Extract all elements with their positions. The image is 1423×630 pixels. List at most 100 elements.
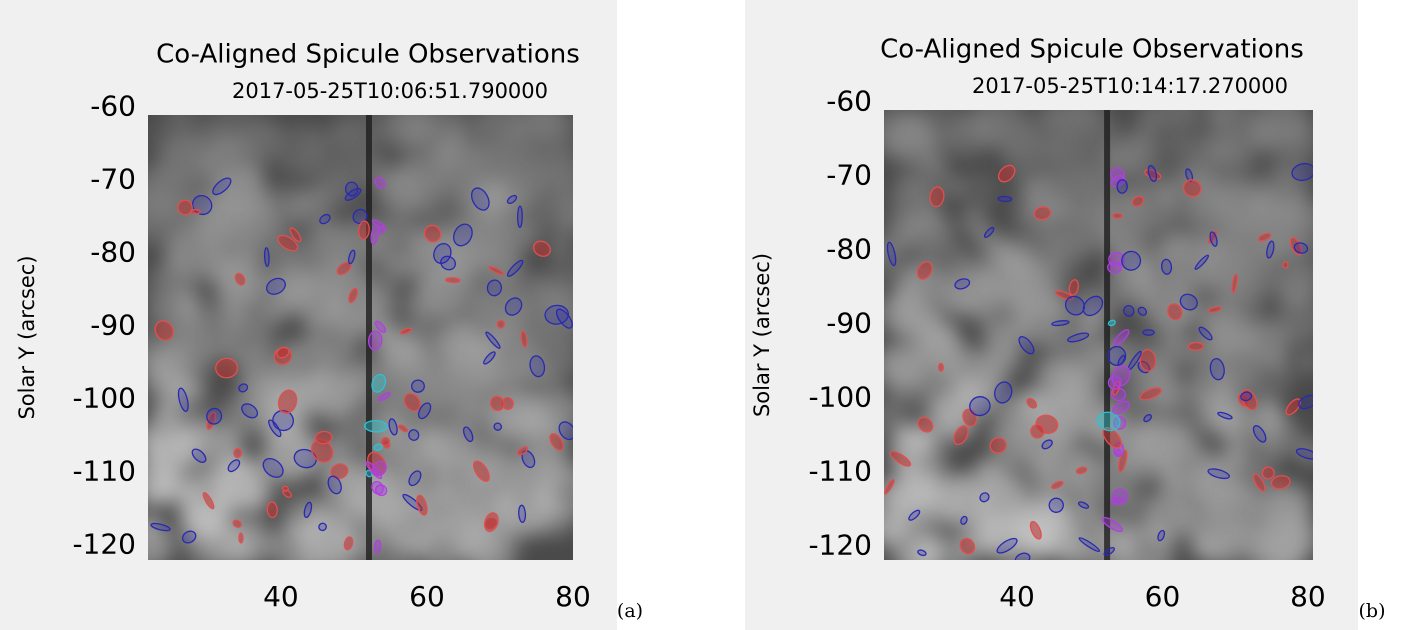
image-texture-blob: [544, 391, 573, 430]
image-texture-blob: [186, 379, 207, 400]
contour: [1252, 425, 1267, 443]
contour: [1209, 231, 1218, 247]
contour: [1118, 449, 1128, 473]
image-texture-blob: [155, 129, 213, 187]
image-seam: [1104, 110, 1111, 560]
contour: [493, 422, 503, 431]
image-texture-blob: [415, 499, 470, 554]
contour: [233, 447, 243, 459]
contour: [310, 439, 334, 463]
contour: [472, 460, 490, 482]
contour: [1298, 394, 1313, 410]
image-texture-blob: [1165, 470, 1183, 488]
contour: [518, 504, 527, 524]
image-texture-blob: [188, 209, 227, 248]
contour: [399, 327, 413, 335]
y-tick-label: -110: [808, 455, 872, 488]
image-texture-blob: [1184, 369, 1211, 396]
image-texture-blob: [968, 364, 1008, 403]
panel-label: (a): [617, 600, 643, 622]
contour: [1291, 162, 1313, 182]
image-texture-blob: [374, 169, 423, 218]
contour: [206, 407, 223, 425]
contour: [1147, 164, 1158, 182]
image-texture-blob: [264, 184, 310, 230]
contour: [190, 208, 202, 215]
image-texture-blob: [1076, 285, 1098, 308]
contour: [1075, 466, 1088, 475]
image-texture-blob: [219, 212, 260, 253]
image-texture-blob: [1253, 513, 1293, 553]
contour: [1068, 279, 1079, 296]
image-texture-blob: [996, 115, 1047, 166]
contour: [549, 433, 564, 451]
contour: [1114, 449, 1122, 457]
image-texture-blob: [1013, 197, 1051, 234]
contour: [1111, 365, 1131, 387]
contour: [1270, 475, 1291, 490]
contour: [1041, 439, 1053, 450]
contour: [363, 419, 388, 433]
image-texture-blob: [1150, 494, 1189, 533]
contour: [1096, 411, 1121, 432]
contour: [375, 484, 388, 497]
y-tick-label: -90: [90, 309, 136, 342]
contour: [959, 537, 976, 555]
contour: [371, 480, 384, 495]
image-texture-blob: [887, 113, 937, 164]
contour: [1103, 546, 1115, 557]
contour: [372, 460, 387, 477]
contour: [1112, 212, 1123, 220]
image-texture-blob: [1138, 132, 1193, 187]
contour: [1257, 232, 1272, 242]
image-texture-blob: [474, 179, 511, 216]
contour: [398, 424, 409, 433]
image-texture-blob: [440, 378, 469, 406]
contour: [917, 549, 927, 557]
image-texture-blob: [1053, 110, 1100, 143]
contour: [1261, 466, 1275, 480]
contour: [989, 437, 1007, 454]
image-texture-blob: [536, 462, 573, 520]
image-texture-blob: [216, 276, 257, 318]
image-texture-blob: [884, 399, 906, 434]
contour: [262, 457, 284, 478]
contour: [1107, 319, 1116, 327]
image-texture-blob: [1154, 208, 1179, 233]
chart-title: Co-Aligned Spicule Observations: [156, 40, 580, 70]
contour: [1033, 206, 1052, 221]
contour: [403, 392, 421, 412]
contour: [277, 389, 298, 414]
contour: [268, 419, 282, 438]
contour: [352, 208, 368, 225]
contour: [1179, 293, 1198, 311]
image-texture-blob: [426, 195, 445, 214]
contour: [177, 387, 189, 412]
image-texture-blob: [1071, 452, 1106, 487]
image-texture-blob: [1216, 251, 1272, 307]
x-tick-label: 60: [409, 580, 445, 613]
contour: [504, 297, 523, 316]
image-texture-blob: [546, 245, 573, 283]
image-texture-blob: [918, 431, 936, 449]
panel-label: (b): [1359, 600, 1386, 622]
image-texture-blob: [1277, 303, 1313, 343]
contour: [1112, 380, 1121, 396]
contour: [994, 381, 1013, 404]
image-texture-blob: [1078, 492, 1097, 511]
contour: [1142, 329, 1155, 336]
contour: [1101, 516, 1123, 533]
contour: [488, 265, 505, 276]
y-axis-label: Solar Y (arcsec): [15, 255, 39, 419]
contour: [181, 530, 197, 544]
image-texture-blob: [1257, 110, 1297, 151]
image-texture-blob: [933, 475, 988, 530]
image-texture-blob: [433, 318, 481, 366]
contour: [462, 426, 474, 443]
contour: [1116, 179, 1128, 194]
contour: [1123, 304, 1135, 317]
contour: [917, 416, 934, 433]
contour: [953, 425, 969, 446]
contour: [314, 430, 333, 445]
contour: [232, 519, 242, 528]
